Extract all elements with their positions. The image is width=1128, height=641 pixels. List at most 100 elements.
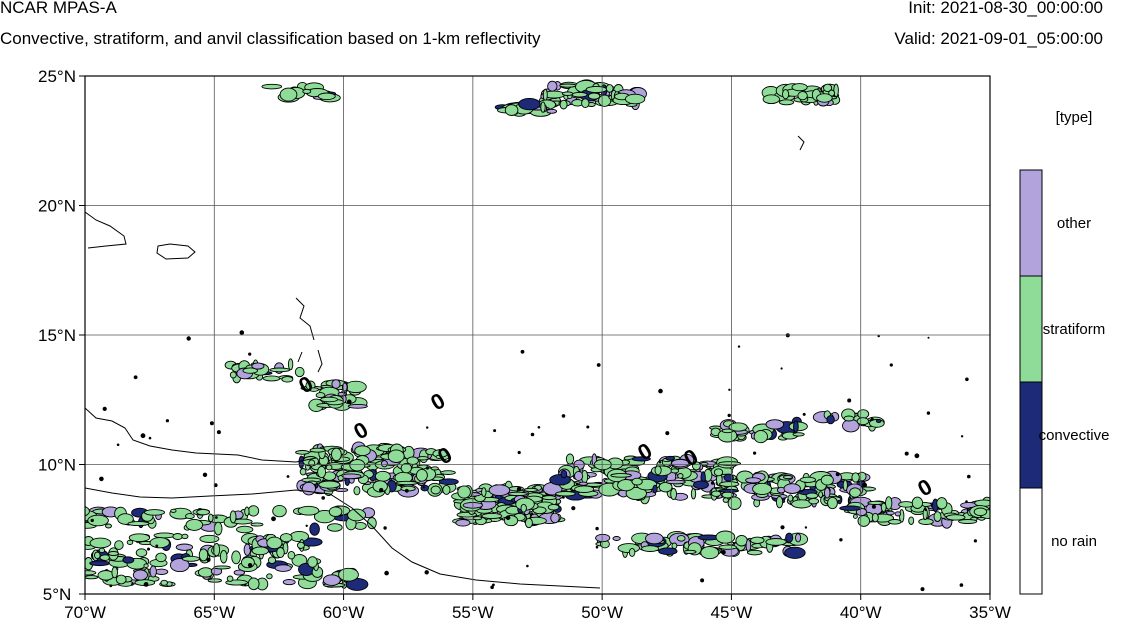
- precip-speck: [102, 406, 107, 411]
- precip-cell: [723, 473, 734, 482]
- precip-speck: [346, 399, 352, 405]
- precip-speck: [862, 482, 867, 488]
- precip-cell: [792, 432, 805, 437]
- precip-speck: [710, 481, 715, 485]
- precip-speck: [186, 336, 191, 341]
- precip-speck: [109, 584, 113, 588]
- precip-cell: [406, 456, 419, 465]
- precip-cell: [219, 549, 228, 564]
- precip-cell: [711, 490, 722, 497]
- coastline: [156, 243, 196, 260]
- precip-cell: [752, 482, 773, 495]
- precip-cell: [561, 91, 574, 96]
- precip-cell: [481, 512, 503, 520]
- lon-tick-label: 35°W: [969, 603, 1011, 622]
- precip-cell: [279, 87, 298, 102]
- precip-speck: [973, 539, 978, 543]
- lon-tick-label: 60°W: [323, 603, 365, 622]
- precip-speck: [492, 583, 495, 587]
- precip-cell: [261, 83, 283, 90]
- precip-cell: [520, 503, 527, 513]
- lon-tick-label: 40°W: [840, 603, 882, 622]
- precip-cell: [337, 475, 344, 482]
- precip-speck: [116, 443, 120, 447]
- precip-speck: [426, 426, 429, 429]
- precip-cell: [612, 536, 621, 541]
- precip-speck: [379, 487, 384, 493]
- lat-tick-label: 10°N: [38, 456, 76, 475]
- precip-cell: [154, 568, 169, 575]
- precip-cell: [132, 569, 148, 581]
- precip-speck: [721, 549, 726, 555]
- lon-tick-label: 65°W: [193, 603, 235, 622]
- precip-cell: [824, 487, 831, 499]
- precip-cell: [153, 532, 176, 539]
- precip-cell: [326, 523, 343, 532]
- precip-speck: [914, 453, 920, 459]
- precip-speck: [271, 516, 276, 522]
- precip-cell: [126, 539, 134, 545]
- precip-cell: [89, 537, 112, 549]
- precip-cell: [559, 83, 577, 88]
- precip-cell: [307, 556, 318, 568]
- precip-speck: [889, 363, 893, 367]
- precip-cell: [671, 542, 678, 550]
- precip-speck: [665, 431, 670, 436]
- legend-label-no-rain: no rain: [1051, 533, 1097, 550]
- precip-speck: [99, 476, 104, 482]
- precip-cell: [715, 530, 736, 544]
- precip-cell: [400, 462, 412, 474]
- precip-speck: [140, 433, 146, 439]
- precip-cell: [322, 574, 341, 586]
- precip-cell: [721, 428, 734, 434]
- precip-cell: [842, 479, 848, 492]
- precip-speck: [133, 375, 138, 380]
- precip-speck: [422, 486, 425, 489]
- precip-cell: [691, 461, 701, 471]
- precip-cell: [958, 519, 978, 524]
- precip-cell: [213, 565, 231, 570]
- precip-speck: [383, 526, 387, 530]
- precip-cell: [610, 473, 632, 478]
- precip-cell: [318, 480, 341, 489]
- precip-speck: [965, 377, 969, 382]
- precip-speck: [247, 563, 253, 568]
- precip-cell: [805, 492, 819, 499]
- precip-cell: [135, 548, 148, 558]
- precip-cell: [143, 563, 149, 569]
- precip-cell: [438, 478, 459, 486]
- precip-cell: [287, 358, 294, 371]
- precip-cell: [347, 508, 367, 522]
- lat-tick-label: 15°N: [38, 326, 76, 345]
- precip-cell: [279, 533, 293, 543]
- precipitation-field: [85, 79, 990, 592]
- coastlines: [85, 135, 805, 589]
- precip-cell: [455, 519, 471, 527]
- coastline: [297, 351, 303, 363]
- precip-cell: [317, 465, 327, 479]
- legend-label-other: other: [1057, 215, 1091, 232]
- precip-cell: [229, 371, 237, 379]
- coastline: [85, 487, 601, 589]
- lon-tick-label: 70°W: [64, 603, 106, 622]
- precip-cell: [85, 575, 99, 580]
- legend-swatch-stratiform: [1019, 275, 1043, 383]
- precip-speck: [877, 334, 880, 338]
- precip-cell: [605, 84, 614, 93]
- precip-cell: [559, 99, 568, 110]
- coastline: [295, 297, 315, 341]
- precip-cell: [457, 485, 471, 499]
- precip-cell: [843, 415, 855, 422]
- precip-cell: [472, 516, 483, 521]
- precip-cell: [524, 517, 533, 529]
- precip-speck: [870, 417, 874, 421]
- precip-cell: [325, 464, 333, 471]
- precip-cell: [107, 551, 119, 556]
- precip-speck: [155, 544, 159, 548]
- precip-speck: [165, 419, 169, 423]
- precip-cell: [550, 512, 560, 524]
- precip-cell: [236, 525, 254, 534]
- precip-speck: [131, 583, 134, 586]
